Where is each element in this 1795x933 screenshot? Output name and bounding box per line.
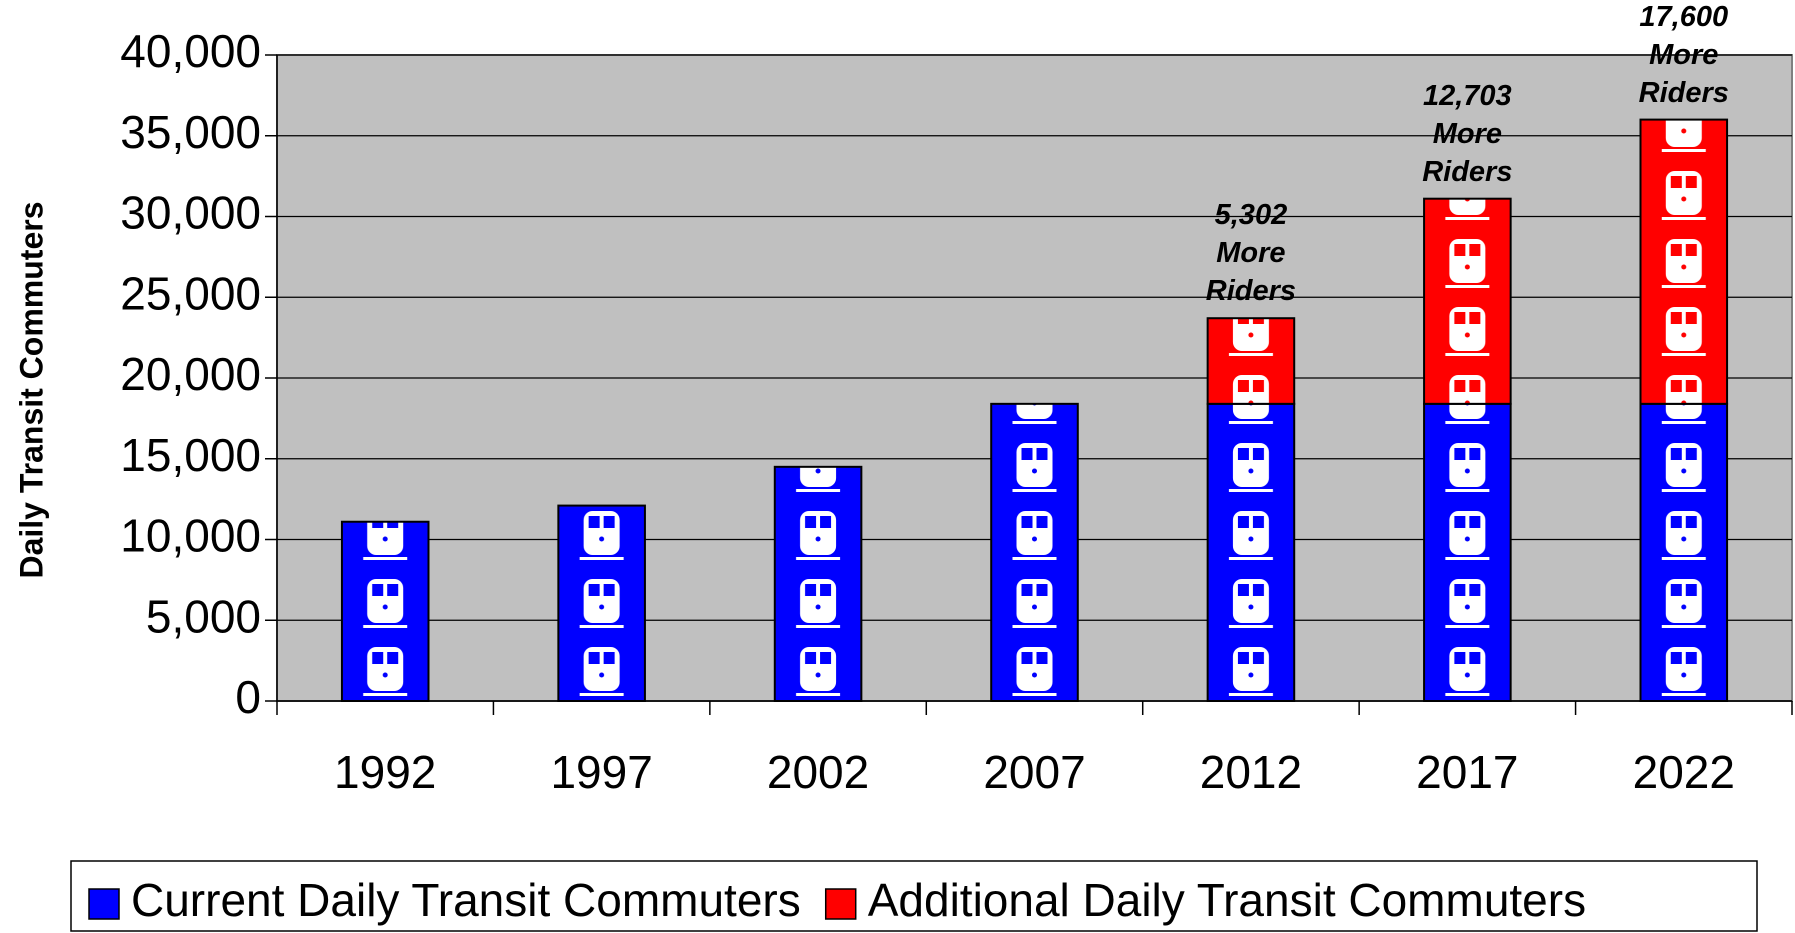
bar-segment <box>1206 317 1296 405</box>
x-tick-label: 1992 <box>334 746 436 798</box>
y-tick-label: 5,000 <box>146 590 261 642</box>
data-label: 12,703 More Riders <box>1422 79 1513 188</box>
bar-segment <box>990 402 1079 702</box>
y-tick-label: 10,000 <box>120 510 261 562</box>
y-tick-label: 20,000 <box>120 348 261 400</box>
legend-label: Additional Daily Transit Commuters <box>868 874 1586 926</box>
y-tick-label: 25,000 <box>120 267 261 319</box>
x-tick-label: 2007 <box>983 746 1085 798</box>
x-tick-label: 2022 <box>1633 746 1735 798</box>
bar-segment <box>1423 197 1512 405</box>
legend-box <box>70 860 1758 932</box>
x-tick-label: 1997 <box>550 746 652 798</box>
legend-label: Current Daily Transit Commuters <box>131 874 801 926</box>
bar-segment <box>1206 402 1296 702</box>
bar-segment <box>557 504 646 702</box>
x-tick-label: 2017 <box>1416 746 1518 798</box>
x-tick-label: 2002 <box>767 746 869 798</box>
y-tick-label: 0 <box>235 671 261 723</box>
y-axis-label: Daily Transit Commuters <box>13 202 49 579</box>
bar-segment <box>1639 402 1729 702</box>
data-label: 5,302 More Riders <box>1205 199 1297 308</box>
bar-segment <box>773 465 863 703</box>
legend-marker <box>824 888 857 920</box>
y-tick-label: 30,000 <box>120 187 261 239</box>
y-tick-label: 15,000 <box>120 429 261 481</box>
bar-segment <box>1639 118 1729 405</box>
legend-marker <box>88 888 120 920</box>
x-tick-label: 2012 <box>1200 746 1302 798</box>
y-tick-label: 35,000 <box>120 106 261 158</box>
data-label: 17,600 More Riders <box>1638 0 1729 109</box>
y-tick-label: 40,000 <box>120 25 261 77</box>
bar-segment <box>1423 402 1512 702</box>
bar-segment <box>340 520 430 702</box>
